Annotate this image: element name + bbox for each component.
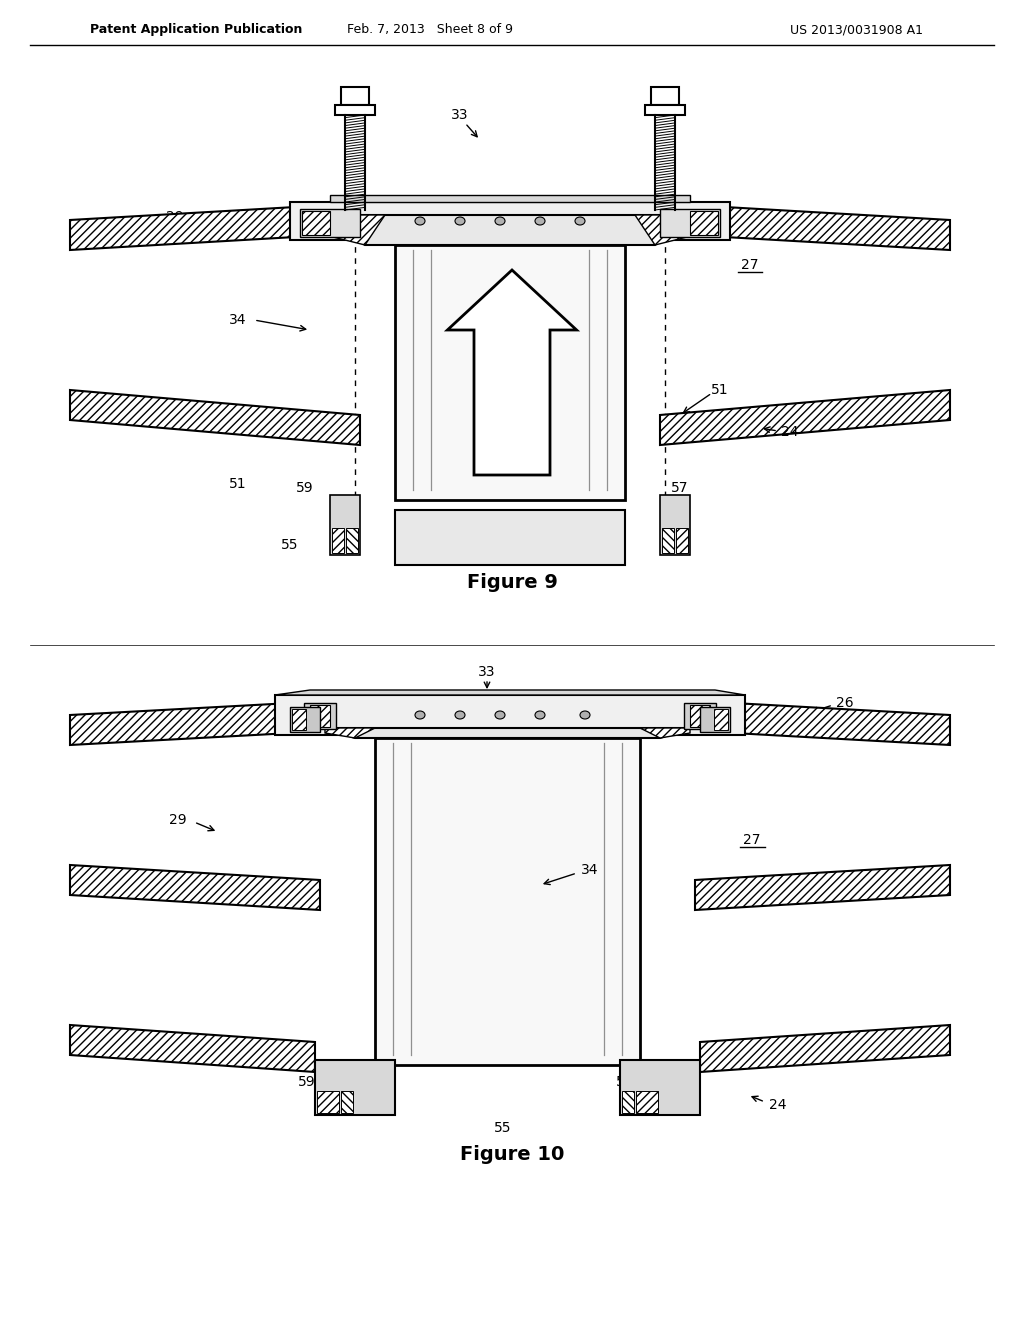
Bar [714, 709, 728, 730]
Ellipse shape [535, 711, 545, 719]
Polygon shape [275, 690, 745, 696]
Polygon shape [70, 1026, 315, 1072]
Text: 26: 26 [837, 215, 854, 228]
Ellipse shape [535, 216, 545, 224]
Text: 57: 57 [672, 480, 689, 495]
Polygon shape [330, 195, 690, 202]
Polygon shape [700, 1026, 950, 1072]
Bar [651, 87, 679, 106]
Bar [395, 510, 625, 565]
Bar [310, 705, 330, 727]
Polygon shape [715, 702, 950, 744]
Polygon shape [690, 205, 950, 249]
Bar [302, 211, 330, 235]
Ellipse shape [455, 711, 465, 719]
Polygon shape [325, 729, 690, 738]
Text: 29: 29 [166, 210, 184, 224]
Bar [290, 708, 319, 733]
Text: Figure 10: Figure 10 [460, 1146, 564, 1164]
Ellipse shape [415, 216, 425, 224]
Bar [662, 528, 674, 553]
Text: 51: 51 [616, 1074, 634, 1089]
Bar [636, 1092, 658, 1113]
Bar [346, 528, 358, 553]
Polygon shape [70, 389, 360, 445]
Text: 24: 24 [769, 1098, 786, 1111]
Text: 24: 24 [781, 425, 799, 440]
Polygon shape [695, 865, 950, 909]
Polygon shape [70, 205, 330, 249]
Text: Figure 9: Figure 9 [467, 573, 557, 591]
Ellipse shape [575, 216, 585, 224]
Polygon shape [660, 389, 950, 445]
Text: 29: 29 [169, 813, 186, 828]
Text: 27: 27 [743, 833, 761, 847]
Bar [341, 87, 369, 106]
Text: 33: 33 [452, 108, 469, 121]
Bar [395, 246, 625, 500]
Text: 26: 26 [837, 696, 854, 710]
Bar [317, 1092, 339, 1113]
Text: 34: 34 [582, 863, 599, 876]
Polygon shape [325, 215, 695, 246]
Ellipse shape [580, 711, 590, 719]
Text: 55: 55 [282, 539, 299, 552]
Text: 59: 59 [298, 1074, 315, 1089]
Text: Patent Application Publication: Patent Application Publication [90, 24, 302, 37]
Ellipse shape [455, 216, 465, 224]
Text: 59: 59 [296, 480, 313, 495]
Bar [341, 1092, 353, 1113]
Ellipse shape [495, 711, 505, 719]
Ellipse shape [415, 711, 425, 719]
Bar [332, 528, 344, 553]
Polygon shape [660, 495, 690, 554]
Text: US 2013/0031908 A1: US 2013/0031908 A1 [790, 24, 923, 37]
Polygon shape [330, 495, 360, 554]
Bar [690, 705, 710, 727]
Bar [645, 106, 685, 115]
Bar [292, 709, 306, 730]
Bar [660, 209, 720, 238]
Polygon shape [325, 729, 375, 738]
Text: 33: 33 [478, 665, 496, 678]
Polygon shape [70, 865, 319, 909]
Polygon shape [325, 215, 385, 246]
Polygon shape [447, 271, 577, 475]
Ellipse shape [495, 216, 505, 224]
Bar [622, 1092, 634, 1113]
Bar [315, 1060, 395, 1115]
Polygon shape [290, 202, 730, 240]
Bar [690, 211, 718, 235]
Bar [620, 1060, 700, 1115]
Text: 55: 55 [495, 1121, 512, 1135]
Bar [300, 209, 360, 238]
Bar [700, 708, 730, 733]
Polygon shape [635, 215, 695, 246]
Polygon shape [640, 729, 690, 738]
Polygon shape [275, 696, 745, 735]
Bar [335, 106, 375, 115]
Bar [304, 704, 336, 729]
Text: 34: 34 [229, 313, 247, 327]
Text: Feb. 7, 2013   Sheet 8 of 9: Feb. 7, 2013 Sheet 8 of 9 [347, 24, 513, 37]
Polygon shape [70, 702, 310, 744]
Text: 51: 51 [229, 477, 247, 491]
Bar [375, 738, 640, 1065]
Text: 51: 51 [712, 383, 729, 397]
Text: 27: 27 [741, 257, 759, 272]
Bar [676, 528, 688, 553]
Bar [684, 704, 716, 729]
